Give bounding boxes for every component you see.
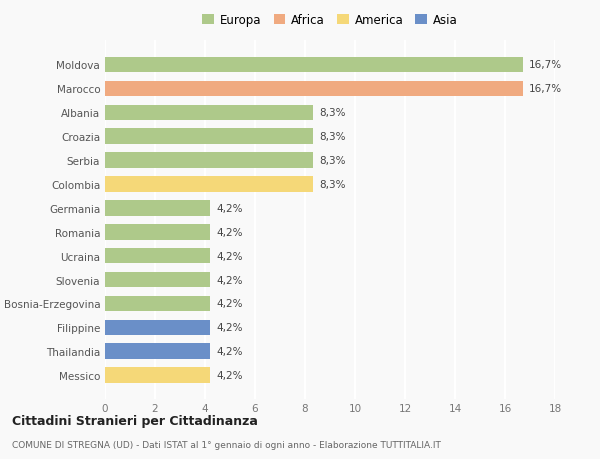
Text: 8,3%: 8,3% [319,132,345,142]
Text: 8,3%: 8,3% [319,179,345,190]
Bar [105,153,313,168]
Text: 4,2%: 4,2% [216,251,243,261]
Bar [105,129,313,145]
Legend: Europa, Africa, America, Asia: Europa, Africa, America, Asia [198,10,462,32]
Text: 16,7%: 16,7% [529,84,562,94]
Bar [105,296,210,312]
Text: 8,3%: 8,3% [319,156,345,166]
Bar [105,248,210,264]
Bar [105,368,210,383]
Bar [105,201,210,216]
Bar [105,272,210,288]
Text: 4,2%: 4,2% [216,323,243,333]
Text: 16,7%: 16,7% [529,60,562,70]
Text: COMUNE DI STREGNA (UD) - Dati ISTAT al 1° gennaio di ogni anno - Elaborazione TU: COMUNE DI STREGNA (UD) - Dati ISTAT al 1… [12,441,441,449]
Text: 8,3%: 8,3% [319,108,345,118]
Text: Cittadini Stranieri per Cittadinanza: Cittadini Stranieri per Cittadinanza [12,414,258,428]
Bar [105,105,313,121]
Bar [105,177,313,192]
Text: 4,2%: 4,2% [216,299,243,309]
Bar [105,81,523,97]
Text: 4,2%: 4,2% [216,370,243,381]
Text: 4,2%: 4,2% [216,203,243,213]
Bar [105,320,210,336]
Text: 4,2%: 4,2% [216,227,243,237]
Text: 4,2%: 4,2% [216,275,243,285]
Bar [105,344,210,359]
Bar [105,57,523,73]
Bar [105,224,210,240]
Text: 4,2%: 4,2% [216,347,243,357]
